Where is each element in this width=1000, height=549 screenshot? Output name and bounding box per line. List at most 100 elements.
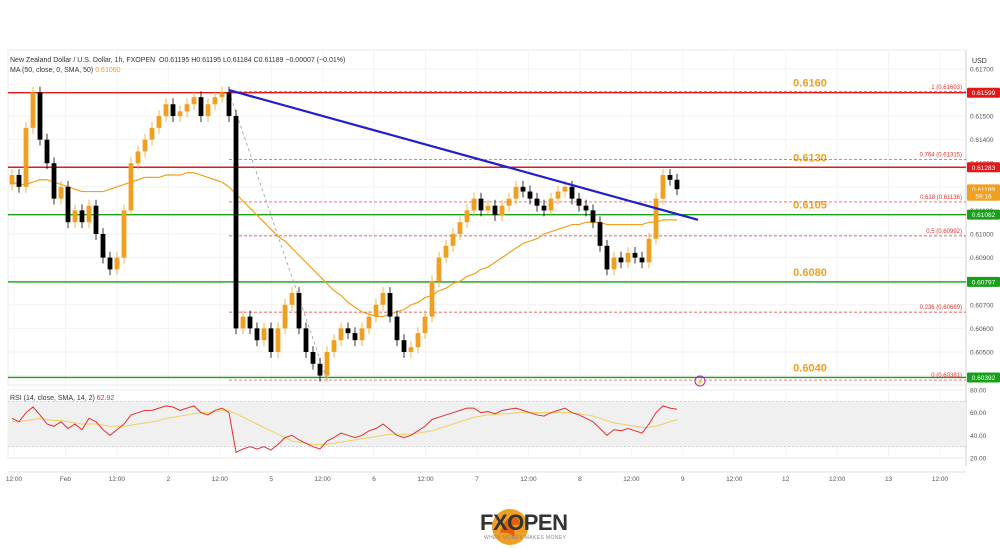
candle-body [618, 257, 624, 263]
candle-body [450, 234, 456, 246]
candle-body [366, 316, 372, 329]
fxopen-logo-icon [492, 509, 528, 545]
candle-body [394, 316, 400, 341]
price-tag [967, 276, 1000, 287]
candle-body [331, 340, 337, 352]
candle-body [401, 340, 407, 352]
candle-body [513, 186, 519, 199]
candle-body [359, 328, 365, 341]
candle-body [23, 127, 29, 187]
candle-body [338, 328, 344, 341]
candle-body [128, 163, 134, 211]
rsi-band [8, 401, 966, 447]
candle-body [30, 92, 36, 128]
candle-body [583, 205, 589, 211]
x-tick-label: 12:00 [726, 476, 743, 483]
rsi-tick-label: 80.00 [970, 388, 987, 395]
candle-body [436, 257, 442, 282]
candle-body [373, 304, 379, 317]
candle-body [107, 257, 113, 270]
x-tick-label: 8 [578, 476, 582, 483]
candle-body [457, 222, 463, 235]
candle-body [632, 252, 638, 258]
rsi-tick-label: 20.00 [970, 456, 987, 463]
fib-label: 1 (0.61603) [931, 85, 962, 91]
candle-body [16, 175, 22, 187]
y-tick-label: 0.60500 [970, 349, 994, 356]
price-tag [967, 190, 1000, 201]
candle-body [485, 205, 491, 211]
candle-body [9, 175, 15, 185]
x-tick-label: 12:00 [623, 476, 640, 483]
candle-body [100, 234, 106, 258]
x-tick-label: 12:00 [520, 476, 537, 483]
candle-body [289, 292, 295, 305]
candle-body [660, 175, 666, 199]
candle-body [65, 186, 71, 223]
candle-body [471, 198, 477, 211]
y-tick-label: 0.60700 [970, 302, 994, 309]
price-tag-label: 0.60392 [972, 375, 996, 382]
x-tick-label: 12:00 [932, 476, 949, 483]
candle-body [597, 222, 603, 246]
price-tag-label: 0.61082 [972, 212, 996, 219]
x-tick-label: 12:00 [212, 476, 229, 483]
candle-body [520, 186, 526, 192]
candle-body [422, 316, 428, 334]
candle-body [44, 139, 50, 164]
candle-body [79, 210, 85, 223]
brand-name: FXOPEN [480, 510, 568, 535]
y-tick-label: 0.61000 [970, 232, 994, 239]
candle-body [72, 210, 78, 223]
x-tick-label: 12:00 [829, 476, 846, 483]
candle-body [317, 363, 323, 376]
candle-body [163, 104, 169, 117]
candle-body [527, 191, 533, 199]
level-label: 0.6105 [793, 200, 827, 212]
fib-label: 0.764 (0.61315) [920, 153, 962, 159]
candle-body [492, 205, 498, 216]
x-tick-label: 12:00 [315, 476, 332, 483]
candle-body [408, 347, 414, 352]
y-tick-label: 0.61500 [970, 114, 994, 121]
candle-body [415, 333, 421, 348]
x-tick-label: 9 [681, 476, 685, 483]
rsi-line [11, 405, 678, 454]
candle-body [548, 198, 554, 211]
candle-body [674, 179, 680, 190]
ma-header: MA (50, close, 0, SMA, 50) 0.61060 [10, 67, 121, 74]
candle-body [667, 175, 673, 180]
price-tag-label: 0.60797 [972, 279, 996, 286]
candle-body [93, 205, 99, 235]
brand-logo-text: FXOPEN [480, 510, 568, 536]
fib-label: 0 (0.60381) [931, 373, 962, 379]
price-tag-label: 0.61599 [972, 90, 996, 97]
rsi-value: 62.92 [96, 395, 115, 402]
candle-body [254, 328, 260, 341]
candle-body [58, 186, 64, 199]
price-tag [967, 372, 1000, 383]
fib-label: 0.236 (0.60669) [920, 305, 962, 311]
candle-body [233, 116, 239, 329]
x-tick-label: 2 [167, 476, 171, 483]
price-tag [967, 209, 1000, 220]
x-tick-label: 13 [885, 476, 893, 483]
fib-label: 0.618 (0.61136) [920, 195, 962, 201]
candle-body [562, 186, 568, 192]
candle-body [499, 205, 505, 216]
y-tick-label: 0.61700 [970, 66, 994, 73]
candle-body [142, 139, 148, 152]
candle-body [170, 104, 176, 117]
level-label: 0.6080 [793, 267, 827, 279]
price-tag-label: 0.61283 [972, 165, 996, 172]
candle-body [114, 257, 120, 270]
x-tick-label: 12:00 [417, 476, 434, 483]
ma50-line [11, 172, 677, 318]
y-tick-label: 0.60900 [970, 255, 994, 262]
candle-body [261, 328, 267, 341]
candle-body [156, 116, 162, 128]
price-tag-label: 0.61189 [972, 187, 995, 194]
candle-body [639, 257, 645, 263]
rsi-tick-label: 40.00 [970, 433, 987, 440]
